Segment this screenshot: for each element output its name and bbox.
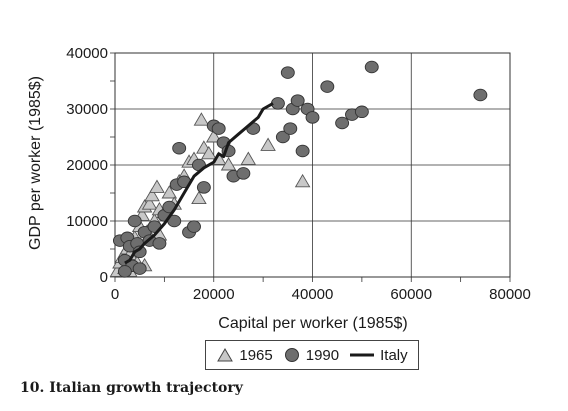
y-tick-label: 20000 (66, 157, 108, 174)
point-1990 (364, 60, 379, 74)
x-axis-label: Capital per worker (1985$) (218, 315, 407, 332)
legend-item-1965: 1965 (216, 346, 273, 364)
point-1990 (275, 130, 290, 144)
point-1990 (283, 122, 298, 135)
point-1965 (240, 151, 257, 165)
legend-label-italy: Italy (380, 346, 408, 364)
point-1965 (201, 145, 217, 160)
point-1990 (236, 167, 251, 180)
x-tick-label: 20000 (193, 286, 235, 303)
point-1990 (354, 105, 369, 119)
point-1990 (473, 88, 488, 102)
triangle-icon (217, 348, 234, 362)
point-1965 (161, 185, 178, 199)
point-1965 (294, 173, 311, 188)
point-1990 (211, 122, 226, 135)
italy-trajectory-line (124, 102, 274, 265)
point-1990 (280, 66, 295, 79)
legend-item-1990: 1990 (283, 347, 339, 364)
x-tick-label: 0 (111, 286, 119, 303)
point-1990 (295, 144, 310, 158)
point-1990 (117, 265, 132, 278)
circle-icon (284, 348, 299, 362)
point-1990 (132, 262, 147, 275)
legend-item-italy: Italy (349, 347, 408, 364)
point-1990 (290, 94, 305, 107)
grid-lines (110, 52, 511, 282)
point-1990 (127, 214, 142, 228)
line-icon (350, 353, 375, 357)
point-1965 (260, 137, 276, 151)
y-tick-label: 10000 (66, 213, 108, 230)
legend-label-1965: 1965 (239, 346, 273, 364)
y-tick-label: 30000 (66, 101, 108, 118)
x-tick-label: 80000 (489, 286, 531, 303)
point-1965 (193, 112, 210, 126)
scatter-chart: 0 20000 40000 60000 80000 0 10000 20000 30000 400… (27, 45, 531, 332)
point-1990 (187, 220, 201, 233)
series-1990 (112, 60, 488, 278)
point-1965 (149, 179, 165, 193)
point-1990 (270, 97, 285, 110)
point-1965 (144, 187, 160, 202)
legend: 1965 1990 Italy (205, 340, 419, 370)
y-axis-label: GDP per worker (1985$) (27, 76, 44, 250)
point-1990 (152, 237, 167, 250)
point-1965 (191, 190, 207, 205)
y-tick-label: 0 (100, 269, 108, 286)
point-1990 (305, 111, 320, 124)
x-tick-label: 60000 (390, 286, 432, 303)
point-1965 (141, 196, 158, 210)
x-tick-label: 40000 (292, 286, 334, 303)
tick-labels: 0 20000 40000 60000 80000 0 10000 20000 30000 400… (66, 45, 531, 303)
point-1990 (172, 141, 187, 155)
legend-label-1990: 1990 (305, 346, 340, 364)
point-1990 (320, 80, 335, 93)
point-1965 (205, 129, 222, 143)
figure-caption: 10. Italian growth trajectory (20, 380, 243, 396)
point-1990 (335, 116, 350, 130)
point-1990 (196, 181, 211, 194)
y-tick-label: 40000 (66, 45, 108, 62)
point-1965 (220, 157, 237, 171)
series-italy (124, 102, 274, 265)
